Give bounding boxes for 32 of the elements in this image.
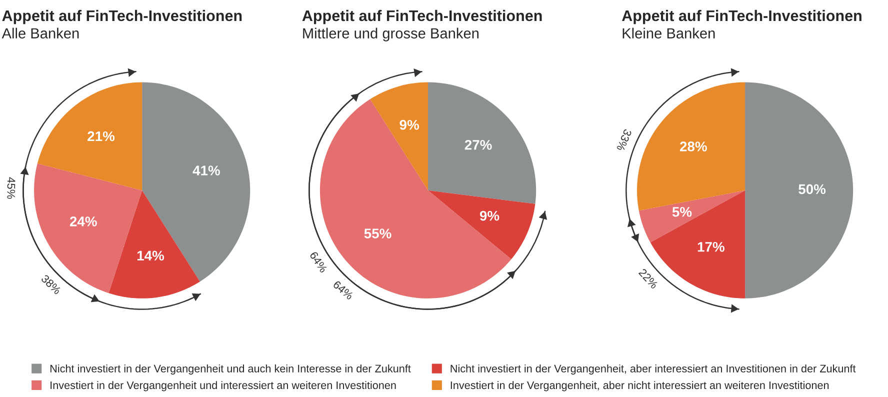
chart-subtitle: Kleine Banken — [622, 28, 715, 38]
legend-label: Nicht investiert in der Vergangenheit, aber interessiert an Investitionen in der Zukunft — [450, 364, 856, 375]
chart-title: Appetit auf FinTech-Investitionen — [2, 10, 242, 24]
data-label: 9% — [480, 210, 500, 221]
text: 33% — [616, 128, 632, 152]
pie-slice — [638, 190, 746, 242]
pie-slice — [37, 82, 142, 190]
chart-subtitle: Mittlere und grosse Banken — [303, 28, 478, 42]
pie-slice — [745, 82, 854, 298]
data-label: 9% — [400, 120, 419, 130]
pie-slice — [108, 190, 200, 298]
data-label: 24% — [70, 216, 97, 226]
data-label: 28% — [680, 142, 707, 152]
text: 64% — [332, 280, 354, 300]
data-label: 5% — [672, 206, 692, 217]
legend-label: Nicht investiert in der Vergangenheit und auch kein Interesse in der Zukunft — [50, 364, 411, 375]
data-label: 50% — [798, 184, 826, 194]
legend-label: Investiert in der Vergangenheit, aber nicht interessiert an weiteren Investitionen — [450, 381, 829, 392]
text: 45% — [7, 177, 16, 199]
chart-title: Appetit auf FinTech-Investitionen — [302, 10, 542, 24]
data-label: 14% — [137, 250, 164, 261]
data-label: 27% — [464, 140, 492, 150]
pie-slice — [428, 190, 536, 260]
data-label: 41% — [192, 166, 220, 176]
data-label: 21% — [88, 131, 115, 142]
pie-slice — [370, 82, 428, 190]
legend-label: Investiert in der Vergangenheit und interessiert an weiteren Investitionen — [50, 381, 396, 392]
data-label: 55% — [364, 228, 392, 238]
chart-subtitle: Alle Banken — [2, 28, 79, 38]
pie-slice — [428, 82, 536, 204]
chart-title: Appetit auf FinTech-Investitionen — [622, 10, 862, 24]
data-label: 17% — [698, 242, 724, 252]
